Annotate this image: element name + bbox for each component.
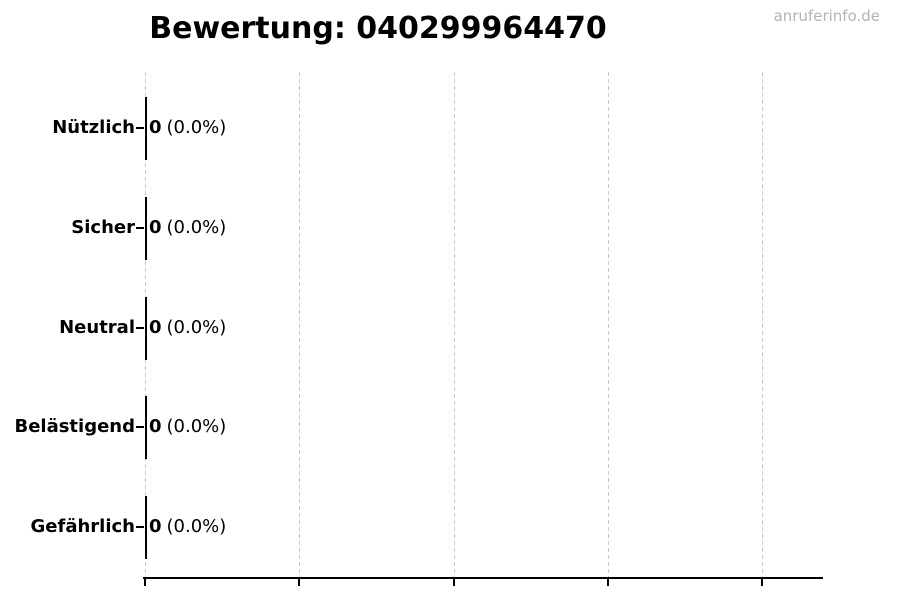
zero-value-bar: [145, 297, 147, 360]
category-label: Sicher: [71, 217, 135, 238]
gridline: [762, 72, 763, 578]
bar-value-label: 0 (0.0%): [149, 316, 226, 340]
bar-value-label: 0 (0.0%): [149, 415, 226, 439]
zero-value-bar: [145, 396, 147, 459]
bar-value-count: 0: [149, 217, 162, 238]
bar-value-count: 0: [149, 317, 162, 338]
y-axis-tick: [136, 426, 144, 428]
category-label: Belästigend: [14, 416, 135, 437]
y-axis-tick: [136, 127, 144, 129]
gridline: [299, 72, 300, 578]
zero-value-bar: [145, 97, 147, 160]
bar-value-percent: (0.0%): [166, 117, 227, 138]
x-axis-tick: [453, 579, 455, 586]
x-axis-tick: [607, 579, 609, 586]
y-axis-tick: [136, 327, 144, 329]
bar-value-percent: (0.0%): [166, 516, 227, 537]
category-label: Gefährlich: [30, 516, 135, 537]
bar-value-count: 0: [149, 516, 162, 537]
category-label: Nützlich: [52, 117, 135, 138]
x-axis-tick: [144, 579, 146, 586]
bar-value-label: 0 (0.0%): [149, 515, 226, 539]
bar-value-count: 0: [149, 117, 162, 138]
x-axis-line: [143, 577, 823, 579]
zero-value-bar: [145, 197, 147, 260]
x-axis-tick: [298, 579, 300, 586]
chart-title: Bewertung: 040299964470: [149, 11, 607, 46]
x-axis-tick: [761, 579, 763, 586]
gridline: [608, 72, 609, 578]
watermark-text: anruferinfo.de: [773, 7, 880, 25]
bar-value-percent: (0.0%): [166, 416, 227, 437]
bar-value-percent: (0.0%): [166, 317, 227, 338]
zero-value-bar: [145, 496, 147, 559]
gridline: [454, 72, 455, 578]
y-axis-tick: [136, 227, 144, 229]
bar-value-count: 0: [149, 416, 162, 437]
category-label: Neutral: [59, 317, 135, 338]
bar-value-label: 0 (0.0%): [149, 116, 226, 140]
bar-value-percent: (0.0%): [166, 217, 227, 238]
bar-value-label: 0 (0.0%): [149, 216, 226, 240]
y-axis-tick: [136, 526, 144, 528]
